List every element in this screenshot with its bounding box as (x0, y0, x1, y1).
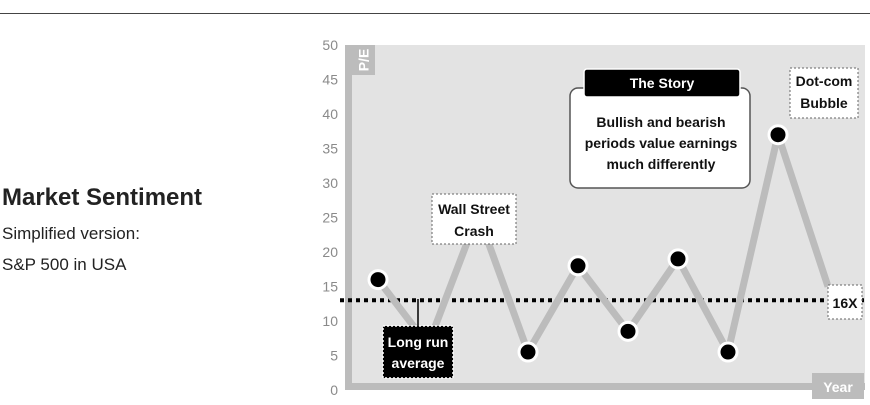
data-point (717, 341, 739, 363)
y-tick-label: 20 (322, 244, 338, 260)
y-tick-label: 5 (330, 348, 338, 364)
avg-label-box (382, 325, 454, 379)
story-line1: Bullish and bearish (596, 114, 725, 130)
data-point (517, 341, 539, 363)
ref-end-label-box (827, 284, 863, 320)
y-tick-label: 10 (322, 313, 338, 329)
story-header: The Story (630, 75, 695, 91)
avg-label-line1: Long run (388, 334, 449, 350)
y-axis (345, 45, 352, 390)
y-tick-label: 45 (322, 72, 338, 88)
data-point (617, 320, 639, 342)
y-tick-label: 50 (322, 37, 338, 53)
panel-title: Market Sentiment (2, 184, 203, 211)
y-tick-label: 30 (322, 175, 338, 191)
y-axis-label-box (345, 45, 375, 75)
y-tick-label: 25 (322, 210, 338, 226)
story-line3: much differently (607, 156, 716, 172)
y-tick-label: 40 (322, 106, 338, 122)
crash-annotation-box (431, 193, 517, 245)
x-axis-label-box (812, 373, 864, 399)
panel-subtitle-line1: Simplified version: (2, 224, 140, 243)
data-point (667, 248, 689, 270)
data-point (767, 124, 789, 146)
x-axis (345, 383, 865, 390)
crash-annotation-line1: Wall Street (438, 201, 510, 217)
panel-subtitle-line2: S&P 500 in USA (2, 255, 127, 274)
crash-annotation-line2: Crash (454, 223, 494, 239)
story-header-box (583, 68, 741, 98)
y-axis-label: P/E (356, 49, 372, 72)
bubble-annotation-box (789, 67, 859, 119)
ref-end-label: 16X (833, 295, 859, 311)
y-tick-label: 0 (330, 382, 338, 398)
bubble-annotation-line1: Dot-com (796, 73, 853, 89)
x-axis-label: Year (823, 379, 853, 395)
data-point (567, 255, 589, 277)
story-line2: periods value earnings (585, 135, 738, 151)
y-tick-label: 15 (322, 279, 338, 295)
y-tick-label: 35 (322, 141, 338, 157)
bubble-annotation-line2: Bubble (800, 95, 848, 111)
top-rule (0, 13, 870, 14)
pe-series-line (375, 131, 832, 356)
data-point (367, 269, 389, 291)
avg-label-line2: average (392, 355, 445, 371)
